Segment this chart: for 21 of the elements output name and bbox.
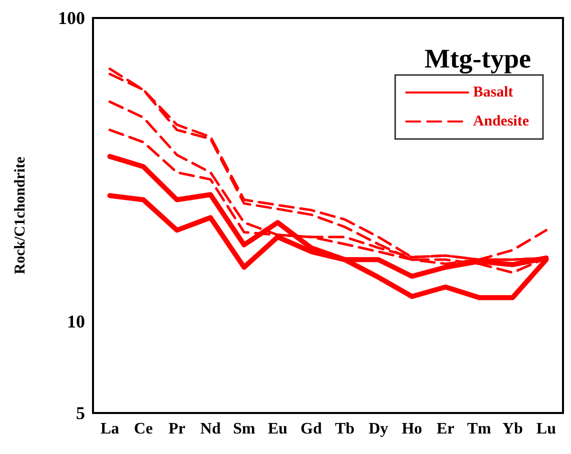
x-tick-label: La bbox=[100, 420, 120, 438]
y-tick-label: 10 bbox=[67, 312, 85, 332]
x-tick-label: Eu bbox=[268, 420, 288, 438]
x-tick-label: Pr bbox=[168, 420, 186, 438]
y-tick-label: 100 bbox=[58, 8, 85, 28]
text: Mtg-type bbox=[424, 44, 532, 74]
x-tick-label: Yb bbox=[502, 420, 523, 438]
x-tick-label: Ho bbox=[402, 420, 422, 438]
legend-label: Andesite bbox=[473, 114, 530, 130]
legend-label: Basalt bbox=[473, 84, 514, 100]
x-tick-label: Er bbox=[436, 420, 454, 438]
x-tick-label: Ce bbox=[134, 420, 153, 438]
x-tick-label: Tb bbox=[334, 420, 355, 438]
x-tick-label: Lu bbox=[536, 420, 556, 438]
x-tick-label: Nd bbox=[200, 420, 221, 438]
y-axis-title: Rock/C1chondrite bbox=[12, 156, 28, 274]
x-tick-label: Tm bbox=[467, 420, 492, 438]
y-tick-label: 5 bbox=[76, 403, 85, 423]
x-tick-label: Dy bbox=[368, 420, 388, 438]
x-tick-label: Sm bbox=[232, 420, 256, 438]
x-tick-label: Gd bbox=[300, 420, 322, 438]
